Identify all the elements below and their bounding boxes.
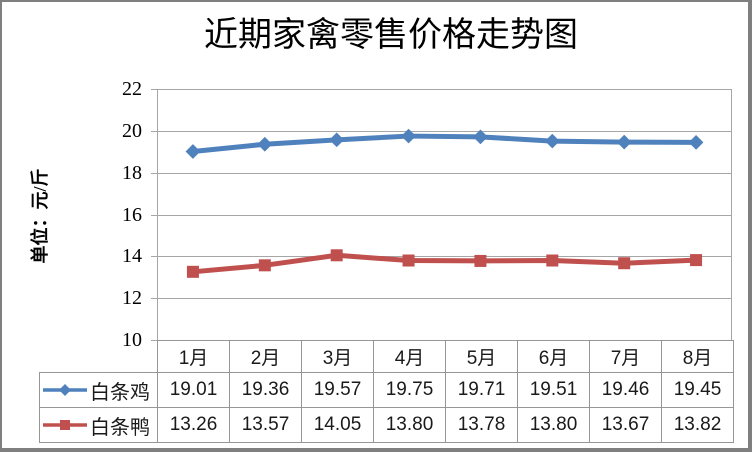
y-tick-label: 18 [122, 161, 142, 184]
data-point-marker [690, 254, 703, 267]
value-cell: 19.45 [661, 372, 734, 408]
data-point-marker [330, 249, 343, 262]
y-tick-label: 16 [122, 203, 142, 226]
series-name-label: 白条鸡 [90, 381, 150, 404]
value-cell: 13.78 [445, 407, 518, 443]
month-header-cell: 4月 [373, 340, 446, 373]
table-row: 白条鸭 13.26 13.57 14.05 13.80 13.78 13.80 13.67 13… [39, 407, 734, 443]
series-name-label: 白条鸭 [90, 416, 150, 439]
data-point-marker [258, 259, 271, 272]
month-header-cell: 8月 [661, 340, 734, 373]
y-tick-label: 22 [122, 78, 142, 100]
value-cell: 13.80 [373, 407, 446, 443]
plot-area [151, 89, 732, 341]
month-header-cell: 2月 [229, 340, 302, 373]
data-point-marker [329, 132, 345, 148]
value-cell: 13.57 [229, 407, 302, 443]
table-row: 白条鸡 19.01 19.36 19.57 19.75 19.71 19.51 19.46 19… [39, 372, 734, 408]
data-point-marker [544, 133, 560, 149]
value-cell: 19.01 [157, 372, 230, 408]
y-tick-label: 10 [122, 329, 142, 351]
y-axis-title: 单位：元/斤 [30, 168, 50, 264]
series-legend-cell: 白条鸡 [39, 372, 158, 408]
legend-key-diamond-icon [43, 384, 87, 396]
data-point-marker [474, 254, 487, 267]
y-tick-label: 12 [122, 287, 142, 310]
data-point-marker [618, 257, 631, 270]
data-point-marker [616, 134, 632, 150]
month-header-cell: 1月 [157, 340, 230, 373]
value-cell: 19.51 [517, 372, 590, 408]
month-header-cell: 7月 [589, 340, 662, 373]
data-point-marker [546, 254, 559, 267]
value-cell: 13.67 [589, 407, 662, 443]
data-point-marker [688, 134, 704, 150]
chart-title: 近期家禽零售价格走势图 [204, 17, 578, 54]
month-header-cell: 3月 [301, 340, 374, 373]
value-cell: 13.82 [661, 407, 734, 443]
data-point-marker [185, 144, 201, 159]
value-cell: 19.75 [373, 372, 446, 408]
month-header-cell: 6月 [517, 340, 590, 373]
series-line [190, 133, 699, 155]
month-header-cell: 5月 [445, 340, 518, 373]
value-cell: 19.36 [229, 372, 302, 408]
data-point-marker [257, 136, 273, 152]
value-cell: 13.26 [157, 407, 230, 443]
y-tick-label: 20 [122, 119, 142, 142]
value-cell: 14.05 [301, 407, 374, 443]
data-point-marker [402, 254, 415, 267]
data-point-marker [401, 128, 416, 144]
value-cell: 19.71 [445, 372, 518, 408]
value-cell: 19.57 [301, 372, 374, 408]
value-cell: 13.80 [517, 407, 590, 443]
value-cell: 19.46 [589, 372, 662, 408]
data-point-marker [186, 265, 199, 278]
series-legend-cell: 白条鸭 [39, 407, 158, 443]
y-tick-label: 14 [122, 245, 142, 268]
series-line [190, 252, 699, 275]
legend-key-square-icon [43, 420, 87, 430]
table-corner-cell [40, 341, 158, 373]
data-table: 1月 2月 3月 4月 5月 6月 7月 8月 白条鸡 19.01 19.36 19.57 19.75 1… [39, 340, 734, 443]
